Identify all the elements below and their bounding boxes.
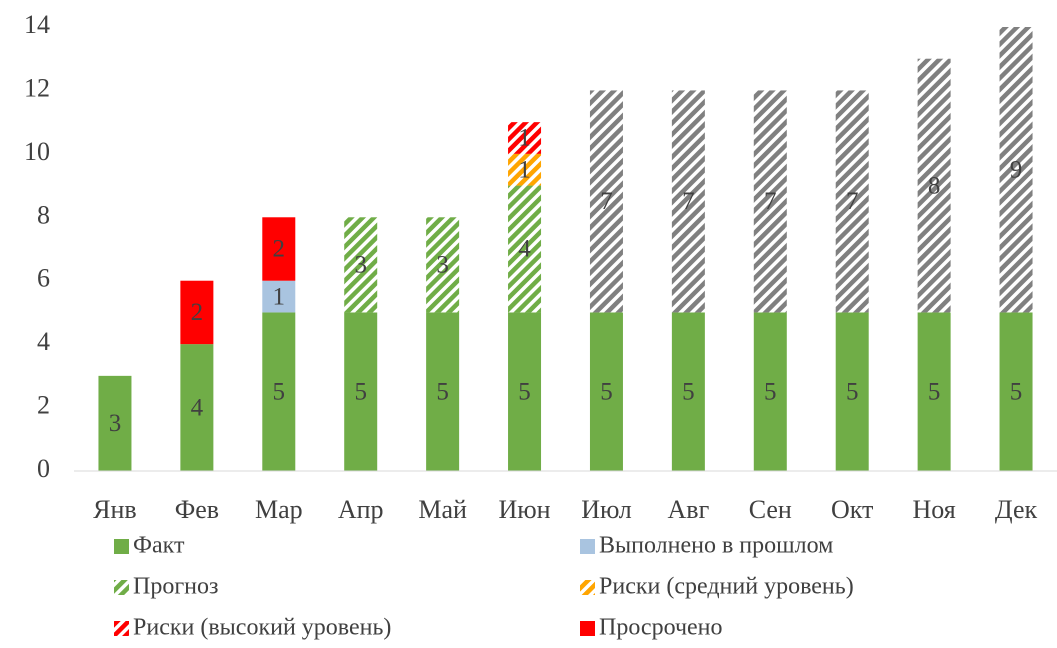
bar-segment	[508, 185, 542, 313]
x-tick-label: Дек	[995, 495, 1038, 524]
bar-segment	[508, 312, 542, 471]
bar-segment	[671, 312, 705, 471]
data-label: 2	[191, 299, 204, 326]
bar-segment	[671, 90, 705, 313]
data-label: 3	[436, 252, 449, 279]
bar-segment	[508, 122, 542, 154]
bar-segment	[262, 280, 296, 313]
data-label: 1	[518, 156, 531, 183]
bar-segment	[98, 375, 132, 471]
data-label: 5	[273, 378, 286, 405]
x-tick-label: Май	[418, 495, 467, 524]
x-tick-label: Ноя	[913, 495, 956, 524]
y-tick-label: 2	[37, 391, 50, 420]
data-label: 7	[682, 188, 695, 215]
data-label: 5	[846, 378, 859, 405]
bar-segment	[753, 312, 787, 471]
legend-marker	[580, 580, 595, 595]
bar-segment	[262, 312, 296, 471]
bar-segment	[917, 312, 951, 471]
y-tick-label: 6	[37, 264, 50, 293]
legend-marker	[114, 580, 129, 595]
data-label: 5	[518, 378, 531, 405]
data-label: 5	[354, 378, 367, 405]
bar-segment	[426, 312, 460, 471]
data-label: 1	[518, 125, 531, 152]
bar-segment	[180, 344, 214, 471]
data-label: 5	[764, 378, 777, 405]
legend-label: Просрочено	[599, 615, 723, 641]
data-label: 5	[928, 378, 941, 405]
data-label: 9	[1010, 156, 1023, 183]
bar-segment	[262, 217, 296, 281]
bar-segment	[508, 153, 542, 186]
data-label: 7	[600, 188, 613, 215]
data-label: 3	[109, 410, 122, 437]
x-tick-label: Янв	[93, 495, 137, 524]
x-tick-label: Июл	[581, 495, 632, 524]
data-label: 4	[518, 236, 531, 263]
x-tick-label: Фев	[175, 495, 219, 524]
legend-label: Факт	[133, 533, 185, 559]
data-label: 3	[354, 252, 367, 279]
bar-segment	[589, 90, 623, 313]
bar-segment	[835, 312, 869, 471]
y-tick-label: 12	[24, 73, 50, 102]
bar-segment	[344, 312, 378, 471]
data-label: 7	[846, 188, 859, 215]
legend-marker	[580, 539, 595, 554]
legend-label: Прогноз	[133, 574, 219, 600]
data-label: 5	[436, 378, 449, 405]
x-tick-label: Мар	[255, 495, 303, 524]
data-label: 5	[1010, 378, 1023, 405]
legend-marker	[114, 621, 129, 636]
bar-segment	[835, 90, 869, 313]
bar-segment	[753, 90, 787, 313]
data-label: 7	[764, 188, 777, 215]
legend-label: Выполнено в прошлом	[599, 533, 833, 559]
data-label: 5	[600, 378, 613, 405]
y-tick-label: 10	[24, 137, 50, 166]
data-label: 2	[273, 236, 286, 263]
data-label: 8	[928, 172, 941, 199]
data-label: 5	[682, 378, 695, 405]
x-tick-label: Окт	[831, 495, 873, 524]
x-tick-label: Июн	[498, 495, 550, 524]
y-tick-label: 0	[37, 454, 50, 483]
legend-marker	[580, 621, 595, 636]
legend-label: Риски (высокий уровень)	[133, 615, 391, 641]
legend-marker	[114, 539, 129, 554]
bar-segment	[917, 58, 951, 313]
bar-segment	[426, 217, 460, 313]
bar-segment	[999, 27, 1033, 313]
bar-segment	[180, 280, 214, 345]
y-tick-label: 4	[37, 327, 50, 356]
data-label: 1	[273, 283, 286, 310]
bar-segment	[999, 312, 1033, 471]
y-tick-label: 8	[37, 200, 50, 229]
legend-label: Риски (средний уровень)	[599, 574, 854, 600]
bar-segment	[344, 217, 378, 313]
x-tick-label: Авг	[668, 495, 710, 524]
x-tick-label: Сен	[749, 495, 792, 524]
data-label: 4	[191, 394, 204, 421]
bar-segment	[589, 312, 623, 471]
y-tick-label: 14	[24, 10, 50, 39]
x-tick-label: Апр	[338, 495, 384, 524]
